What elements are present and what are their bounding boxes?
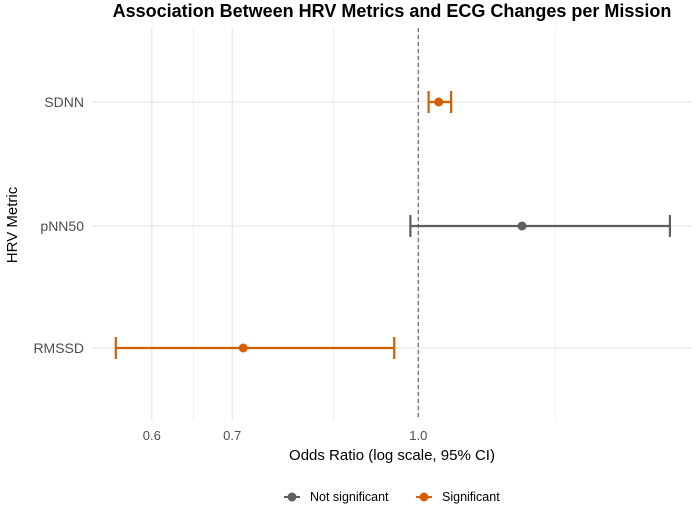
x-tick-label: 0.6 (143, 428, 161, 443)
marks (114, 91, 672, 359)
error-bar-sdnn (427, 91, 453, 113)
x-axis-ticks: 0.6 0.7 1.0 (143, 428, 428, 443)
legend-key-point (419, 492, 429, 502)
grid (92, 28, 692, 420)
y-tick-label-sdnn: SDNN (44, 94, 84, 110)
point-estimate (238, 343, 248, 353)
legend-label: Not significant (310, 490, 389, 504)
legend-key-point (287, 492, 297, 502)
point-estimate (434, 97, 444, 107)
legend-item-significant: Significant (416, 490, 500, 504)
y-axis-title: HRV Metric (4, 186, 21, 263)
chart-title: Association Between HRV Metrics and ECG … (113, 1, 672, 21)
x-axis-title: Odds Ratio (log scale, 95% CI) (289, 447, 495, 464)
y-axis-ticks: SDNN pNN50 RMSSD (33, 94, 84, 356)
legend-item-not-significant: Not significant (284, 490, 389, 504)
x-tick-label: 0.7 (223, 428, 241, 443)
point-estimate (517, 221, 527, 231)
legend: Not significant Significant (284, 490, 500, 504)
error-bar-pnn50 (409, 215, 672, 237)
error-bar-rmssd (114, 337, 396, 359)
y-tick-label-rmssd: RMSSD (33, 340, 84, 356)
x-tick-label: 1.0 (409, 428, 427, 443)
legend-label: Significant (442, 490, 500, 504)
y-tick-label-pnn50: pNN50 (40, 218, 84, 234)
